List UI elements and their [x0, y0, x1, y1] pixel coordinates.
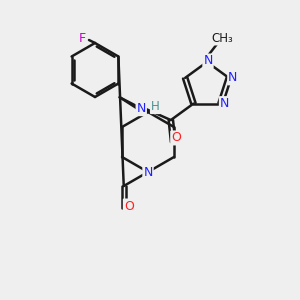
Text: N: N	[203, 55, 213, 68]
Text: N: N	[220, 97, 229, 110]
Text: O: O	[171, 131, 181, 144]
Text: N: N	[136, 102, 146, 115]
Text: N: N	[143, 166, 153, 178]
Text: O: O	[124, 200, 134, 212]
Text: CH₃: CH₃	[211, 32, 233, 44]
Text: N: N	[228, 71, 238, 84]
Text: H: H	[151, 100, 160, 113]
Text: F: F	[78, 32, 85, 46]
